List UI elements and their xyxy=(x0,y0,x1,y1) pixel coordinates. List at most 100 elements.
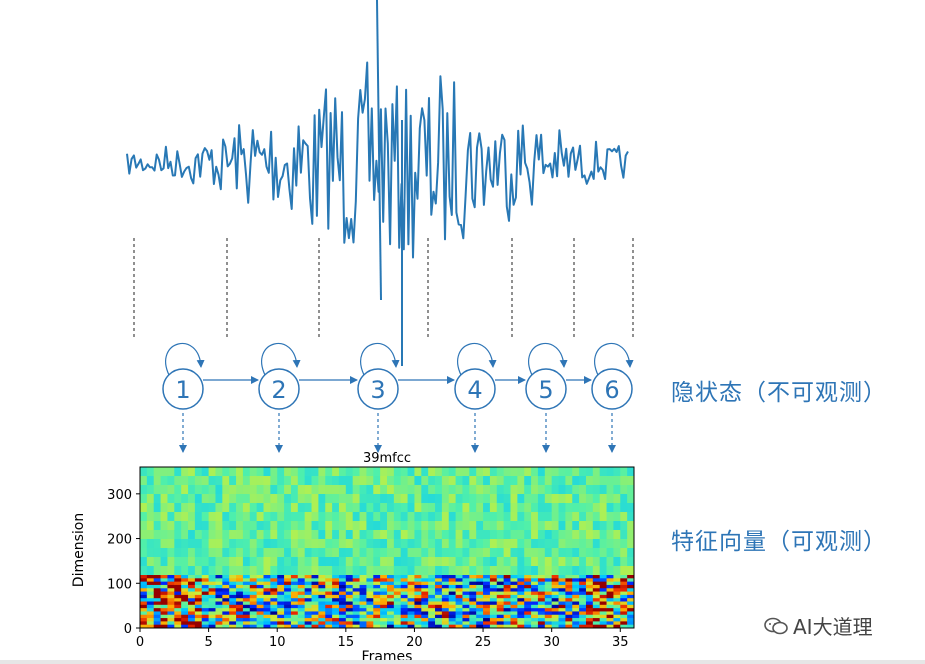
heatmap-cell xyxy=(599,485,607,495)
heatmap-cell xyxy=(613,614,621,619)
heatmap-cell xyxy=(188,557,196,567)
heatmap-cell xyxy=(194,624,203,628)
heatmap-cell xyxy=(153,608,161,612)
heatmap-cell xyxy=(448,584,457,589)
heatmap-cell xyxy=(181,494,189,504)
heatmap-cell xyxy=(551,621,559,626)
heatmap-cell xyxy=(421,485,429,495)
heatmap-cell xyxy=(290,591,299,596)
heatmap-cell xyxy=(585,598,594,602)
heatmap-cell xyxy=(476,575,484,579)
state-circle xyxy=(454,368,496,410)
heatmap-cell xyxy=(462,530,470,540)
heatmap-cell xyxy=(524,530,532,540)
heatmap-cell xyxy=(393,621,402,626)
heatmap-cell xyxy=(441,588,450,592)
heatmap-cell xyxy=(215,618,223,622)
heatmap-cell xyxy=(421,581,429,586)
heatmap-cell xyxy=(352,485,360,495)
heatmap-cell xyxy=(174,608,182,612)
heatmap-cell xyxy=(332,588,340,592)
heatmap-cell xyxy=(174,584,182,589)
heatmap-cell xyxy=(277,521,285,531)
heatmap-cell xyxy=(263,581,271,586)
heatmap-cell xyxy=(318,621,326,626)
heatmap-cell xyxy=(496,591,505,596)
heatmap-cell xyxy=(469,581,477,586)
heatmap-cell xyxy=(181,614,189,619)
heatmap-cell xyxy=(249,494,258,504)
heatmap-cell xyxy=(421,614,429,619)
heatmap-cell xyxy=(290,618,299,622)
heatmap-cell xyxy=(297,539,306,549)
x-tick-label: 5 xyxy=(204,635,212,650)
heatmap-cell xyxy=(256,604,264,609)
heatmap-cell xyxy=(373,624,381,628)
heatmap-cell xyxy=(373,494,381,504)
heatmap-cell xyxy=(476,467,484,477)
heatmap-cell xyxy=(270,591,278,596)
heatmap-cell xyxy=(414,608,422,612)
heatmap-cell xyxy=(572,598,580,602)
heatmap-cell xyxy=(627,467,634,477)
heatmap-cell xyxy=(229,608,237,612)
heatmap-cell xyxy=(167,604,175,609)
heatmap-cell xyxy=(256,557,264,567)
heatmap-cell xyxy=(544,621,553,626)
heatmap-cell xyxy=(222,578,230,583)
heatmap-cell xyxy=(236,530,244,540)
heatmap-cell xyxy=(208,494,216,504)
heatmap-cell xyxy=(517,618,525,622)
heatmap-cell xyxy=(160,598,168,602)
heatmap-cell xyxy=(428,618,436,622)
heatmap-cell xyxy=(565,588,573,592)
heatmap-cell xyxy=(304,512,312,522)
heatmap-cell xyxy=(476,485,484,495)
x-tick-label: 15 xyxy=(338,635,355,650)
heatmap-cell xyxy=(373,566,381,576)
heatmap-cell xyxy=(627,598,634,602)
heatmap-cell xyxy=(524,624,532,628)
heatmap-cell xyxy=(551,548,559,558)
heatmap-cell xyxy=(476,494,484,504)
heatmap-cell xyxy=(140,621,148,626)
heatmap-cell xyxy=(181,624,189,628)
heatmap-cell xyxy=(510,467,518,477)
heatmap-cell xyxy=(421,584,429,589)
heatmap-cell xyxy=(188,614,196,619)
heatmap-cell xyxy=(290,598,299,602)
heatmap-cell xyxy=(517,601,525,606)
heatmap-cell xyxy=(627,614,634,619)
heatmap-cell xyxy=(366,618,374,622)
heatmap-cell xyxy=(304,594,312,599)
heatmap-cell xyxy=(352,618,360,622)
heatmap-cell xyxy=(510,476,518,486)
heatmap-cell xyxy=(297,594,306,599)
heatmap-cell xyxy=(565,594,573,599)
heatmap-cell xyxy=(599,598,607,602)
heatmap-cell xyxy=(435,476,443,486)
heatmap-cell xyxy=(160,611,168,616)
heatmap-cell xyxy=(242,503,251,513)
heatmap-cell xyxy=(579,578,587,583)
heatmap-cell xyxy=(592,548,601,558)
heatmap-cell xyxy=(380,588,388,592)
heatmap-cell xyxy=(510,557,518,567)
heatmap-cell xyxy=(400,494,408,504)
heatmap-cell xyxy=(174,494,182,504)
heatmap-cell xyxy=(318,575,326,579)
heatmap-cell xyxy=(352,476,360,486)
heatmap-cell xyxy=(215,548,223,558)
heatmap-cell xyxy=(489,530,498,540)
heatmap-cell xyxy=(284,485,292,495)
heatmap-cell xyxy=(256,485,264,495)
heatmap-cell xyxy=(174,581,182,586)
heatmap-cell xyxy=(380,584,388,589)
heatmap-cell xyxy=(352,512,360,522)
heatmap-cell xyxy=(380,575,388,579)
heatmap-cell xyxy=(592,539,601,549)
heatmap-cell xyxy=(332,611,340,616)
heatmap-cell xyxy=(215,584,223,589)
heatmap-cell xyxy=(140,521,148,531)
heatmap-cell xyxy=(318,601,326,606)
